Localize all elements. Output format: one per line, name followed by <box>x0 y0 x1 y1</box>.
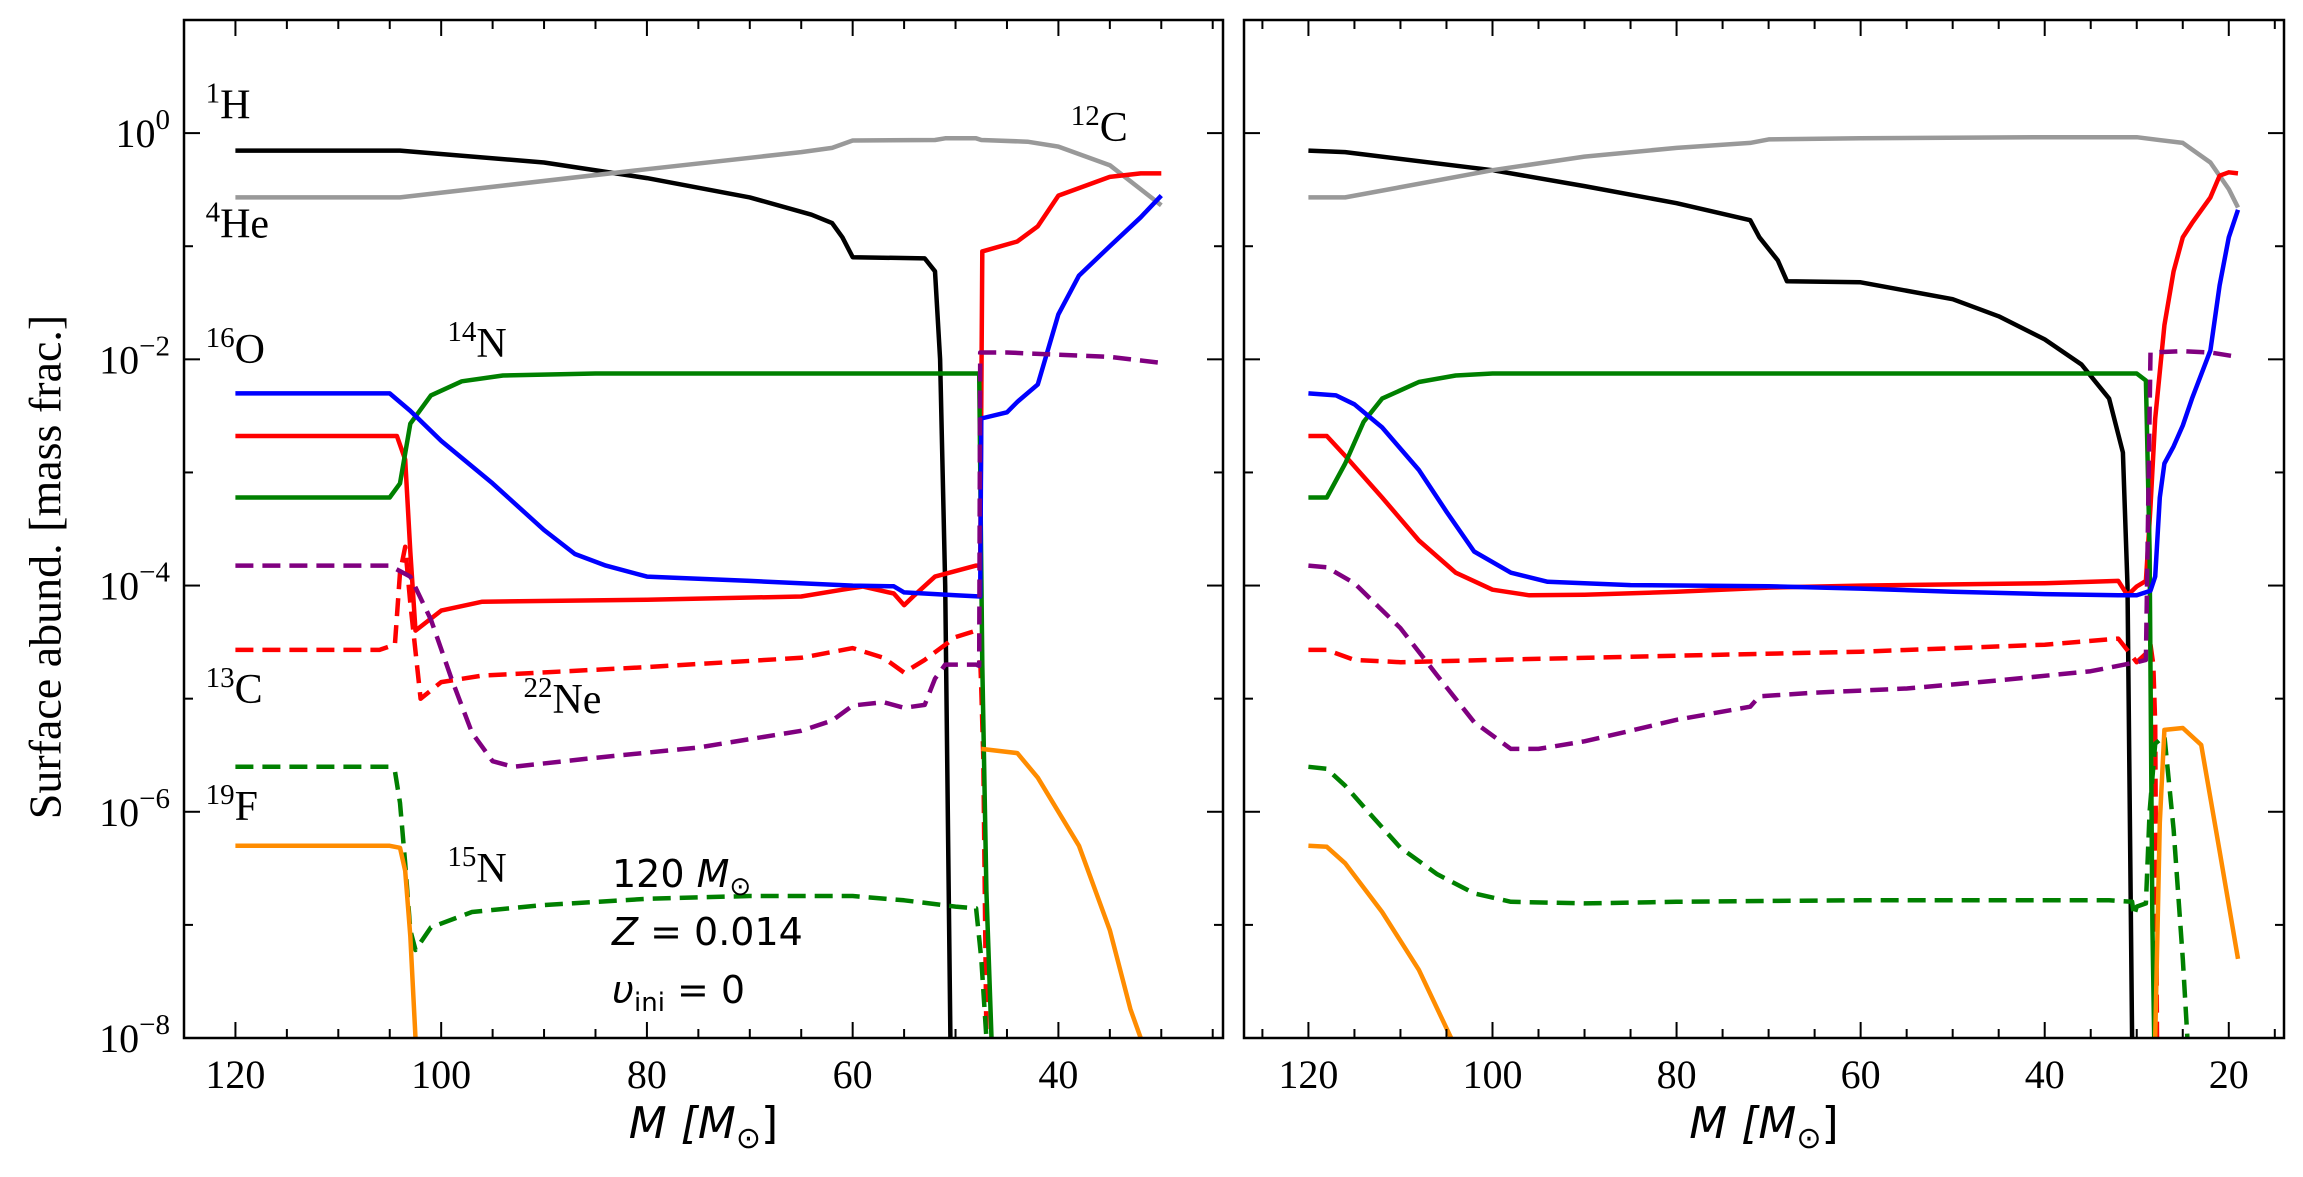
x-tick-label: 120 <box>1278 1052 1338 1097</box>
series-line-19F <box>1308 843 1454 1038</box>
x-tick-label: 20 <box>2209 1052 2249 1097</box>
series-line-16O <box>1308 209 2241 598</box>
series-line-15N <box>235 764 989 1038</box>
series-line-1H <box>1308 148 2135 1038</box>
x-tick-label: 40 <box>1038 1052 1078 1097</box>
left-panel: 120 100 80 60 40 10−8 10−6 10−4 10−2 100 1H 4He 16O 1… <box>99 18 1225 1156</box>
series-group <box>235 136 1163 1038</box>
x-tick-label: 80 <box>1657 1052 1697 1097</box>
series-line-12C <box>1308 170 2239 598</box>
series-line-13C <box>1308 636 2160 1038</box>
series-line-4He <box>235 136 1163 208</box>
annotation: 120 M⊙ Z = 0.014 υini = 0 <box>611 852 803 1018</box>
isotope-label-15N: 15N <box>447 841 506 892</box>
axes-frame <box>1242 18 2286 1040</box>
isotope-label-12C: 12C <box>1071 100 1128 151</box>
isotope-label-4He: 4He <box>206 196 269 247</box>
series-line-4He <box>1308 134 2241 209</box>
series-group <box>1308 134 2241 1038</box>
y-tick-label: 10−8 <box>99 1009 170 1061</box>
isotope-label-13C: 13C <box>206 662 263 713</box>
x-tick-label: 60 <box>1841 1052 1881 1097</box>
annotation-mass: 120 M⊙ <box>612 852 751 902</box>
axes-frame <box>182 18 1225 1040</box>
series-line-14N <box>235 371 994 1038</box>
x-tick-label: 100 <box>1462 1052 1522 1097</box>
series-line-19F <box>2152 725 2241 1038</box>
series-line-22Ne <box>1308 348 2239 752</box>
x-tick-label: 60 <box>833 1052 873 1097</box>
y-tick-label: 10−2 <box>99 330 170 382</box>
annotation-metallicity: Z = 0.014 <box>611 910 803 954</box>
y-tick-label: 100 <box>116 104 171 156</box>
series-line-1H <box>235 148 953 1038</box>
x-tick-label: 100 <box>411 1052 471 1097</box>
x-tick-label: 40 <box>2025 1052 2065 1097</box>
y-tick-label: 10−4 <box>99 557 170 609</box>
series-line-19F <box>981 746 1143 1038</box>
isotope-label-14N: 14N <box>447 316 506 367</box>
isotope-label-16O: 16O <box>206 322 265 373</box>
isotope-label-19F: 19F <box>206 779 258 830</box>
series-line-19F <box>235 843 418 1038</box>
isotope-label-1H: 1H <box>206 77 251 128</box>
x-axis-label: M [M⊙] <box>1689 1098 1838 1156</box>
x-axis-label: M [M⊙] <box>629 1098 778 1156</box>
y-axis-label: Surface abund. [mass frac.] <box>20 315 71 820</box>
series-line-22Ne <box>235 350 1162 770</box>
annotation-velocity: υini = 0 <box>612 968 745 1018</box>
x-tick-label: 120 <box>205 1052 265 1097</box>
series-line-14N <box>1308 371 2157 1038</box>
series-line-13C <box>235 544 989 1038</box>
x-tick-label: 80 <box>627 1052 667 1097</box>
y-tick-label: 10−6 <box>99 783 170 835</box>
series-line-12C <box>235 171 1162 633</box>
series-line-15N <box>1308 733 2190 1038</box>
series-line-16O <box>235 194 1163 599</box>
isotope-label-22Ne: 22Ne <box>523 672 601 723</box>
